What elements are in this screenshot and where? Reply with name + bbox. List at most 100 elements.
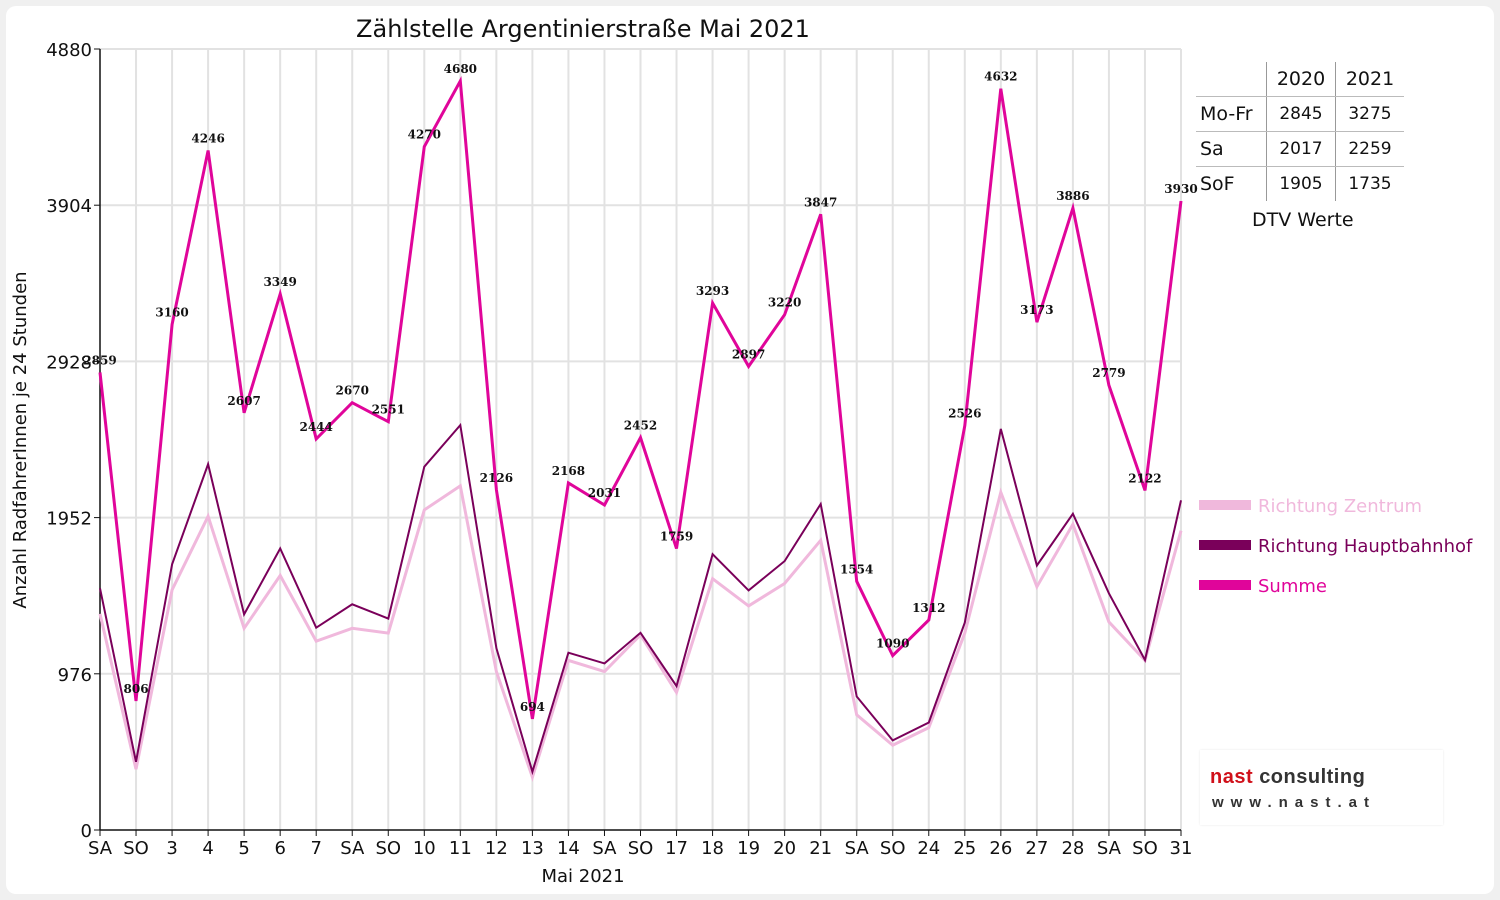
x-axis-label: Mai 2021 — [541, 866, 624, 887]
data-label: 3847 — [804, 195, 837, 209]
dtv-cell: 2845 — [1266, 96, 1336, 132]
x-tick-label: 11 — [449, 838, 472, 859]
x-tick-label: SO — [1132, 838, 1158, 859]
dtv-row-label: Mo-Fr — [1196, 96, 1267, 132]
x-tick-label: 26 — [989, 838, 1012, 859]
x-tick-label: 21 — [809, 838, 832, 859]
data-label: 2779 — [1092, 366, 1125, 380]
company-logo: nast consulting www.nast.at — [1200, 750, 1443, 825]
x-tick-label: 13 — [521, 838, 544, 859]
data-label: 694 — [520, 700, 545, 714]
data-label: 3293 — [696, 284, 729, 298]
data-label: 3349 — [263, 275, 296, 289]
data-label: 2122 — [1128, 471, 1161, 485]
legend-swatch — [1199, 580, 1251, 590]
y-axis-label: Anzahl RadfahrerInnen je 24 Stunden — [10, 271, 31, 608]
dtv-cell: 1905 — [1266, 166, 1336, 201]
series-line-summe — [98, 75, 1183, 720]
data-label: 2551 — [372, 403, 405, 417]
x-axis-ticks: SA SO 3 4 5 6 7 SA SO 10 11 12 13 14 SA SO 17 18 19 20 21 SA S… — [88, 838, 1192, 859]
legend-label: Richtung Zentrum — [1258, 496, 1422, 517]
y-tick-label: 4880 — [46, 40, 92, 61]
legend-swatch — [1199, 500, 1251, 510]
x-tick-label: 27 — [1025, 838, 1048, 859]
data-label: 2031 — [588, 486, 621, 500]
data-label: 1759 — [660, 529, 693, 543]
x-tick-label: 31 — [1170, 838, 1193, 859]
grid-lines — [100, 48, 1182, 830]
x-tick-label: SO — [375, 838, 401, 859]
data-label: 2444 — [299, 420, 332, 434]
data-label: 4680 — [444, 62, 477, 76]
x-tick-label: 5 — [238, 838, 249, 859]
dtv-row-label: SoF — [1200, 173, 1235, 195]
data-label: 1090 — [876, 637, 909, 651]
x-tick-label: SO — [880, 838, 906, 859]
data-label: 3930 — [1164, 182, 1197, 196]
x-tick-label: SA — [1097, 838, 1122, 859]
dtv-row-label: Sa — [1196, 131, 1267, 167]
dtv-cell: 1735 — [1335, 166, 1404, 201]
x-tick-label: 7 — [310, 838, 321, 859]
data-label: 2670 — [336, 384, 369, 398]
dtv-cell: 2259 — [1335, 131, 1404, 167]
data-label: 2452 — [624, 419, 657, 433]
x-tick-label: SA — [88, 838, 113, 859]
x-tick-label: 17 — [665, 838, 688, 859]
dtv-header-2021: 2021 — [1335, 62, 1404, 97]
data-label: 806 — [124, 682, 149, 696]
x-tick-label: 28 — [1061, 838, 1084, 859]
legend-label: Summe — [1258, 576, 1327, 597]
series-line-richtung-zentrum — [98, 483, 1183, 783]
x-tick-label: 10 — [413, 838, 436, 859]
data-label: 2607 — [227, 394, 260, 408]
x-tick-label: 24 — [917, 838, 940, 859]
dtv-cell: 2017 — [1266, 131, 1336, 167]
data-label: 3173 — [1020, 303, 1053, 317]
x-tick-label: 3 — [166, 838, 177, 859]
logo-wordmark: nast consulting — [1210, 766, 1365, 789]
logo-url: www.nast.at — [1212, 794, 1376, 811]
legend-swatch — [1199, 540, 1251, 550]
data-label: 2897 — [732, 347, 765, 361]
x-tick-label: SO — [123, 838, 149, 859]
x-tick-label: 18 — [701, 838, 724, 859]
x-tick-label: SA — [592, 838, 617, 859]
y-tick-label: 976 — [58, 665, 92, 686]
dtv-table: 2020 2021 Mo-Fr 2845 3275 Sa 2017 2259 S… — [1196, 62, 1404, 201]
x-tick-label: 14 — [557, 838, 580, 859]
x-tick-label: SA — [845, 838, 870, 859]
x-tick-label: 12 — [485, 838, 508, 859]
series-line-richtung-hauptbahnhof — [99, 422, 1182, 776]
data-label: 3886 — [1056, 189, 1089, 203]
dtv-header-2020: 2020 — [1266, 62, 1336, 97]
y-axis-ticks: 0 976 1952 2928 3904 4880 — [46, 40, 92, 842]
data-label: 2526 — [948, 407, 981, 421]
x-tick-label: 6 — [274, 838, 285, 859]
axes — [94, 48, 1182, 836]
data-label: 3160 — [155, 305, 188, 319]
data-label: 1554 — [840, 562, 873, 576]
data-label: 2168 — [552, 464, 585, 478]
data-label: 2859 — [83, 353, 116, 367]
dtv-cell: 3275 — [1335, 96, 1404, 132]
x-tick-label: 19 — [737, 838, 760, 859]
data-label: 3220 — [768, 296, 801, 310]
dtv-header-empty — [1196, 62, 1267, 97]
y-tick-label: 1952 — [46, 509, 92, 530]
legend: Richtung Zentrum Richtung Hauptbahnhof Sum… — [1199, 496, 1473, 597]
dtv-caption: DTV Werte — [1252, 209, 1354, 231]
chart-title: Zählstelle Argentinierstraße Mai 2021 — [356, 15, 810, 43]
x-tick-label: 4 — [202, 838, 213, 859]
y-tick-label: 2928 — [46, 352, 92, 373]
x-tick-label: 25 — [953, 838, 976, 859]
y-tick-label: 0 — [81, 821, 92, 842]
x-tick-label: 20 — [773, 838, 796, 859]
logo-word-nast: nast — [1210, 766, 1254, 788]
data-label: 2126 — [480, 471, 513, 485]
data-label: 4246 — [191, 131, 224, 145]
x-tick-label: SO — [628, 838, 654, 859]
legend-label: Richtung Hauptbahnhof — [1258, 536, 1473, 557]
data-label: 4270 — [408, 128, 441, 142]
